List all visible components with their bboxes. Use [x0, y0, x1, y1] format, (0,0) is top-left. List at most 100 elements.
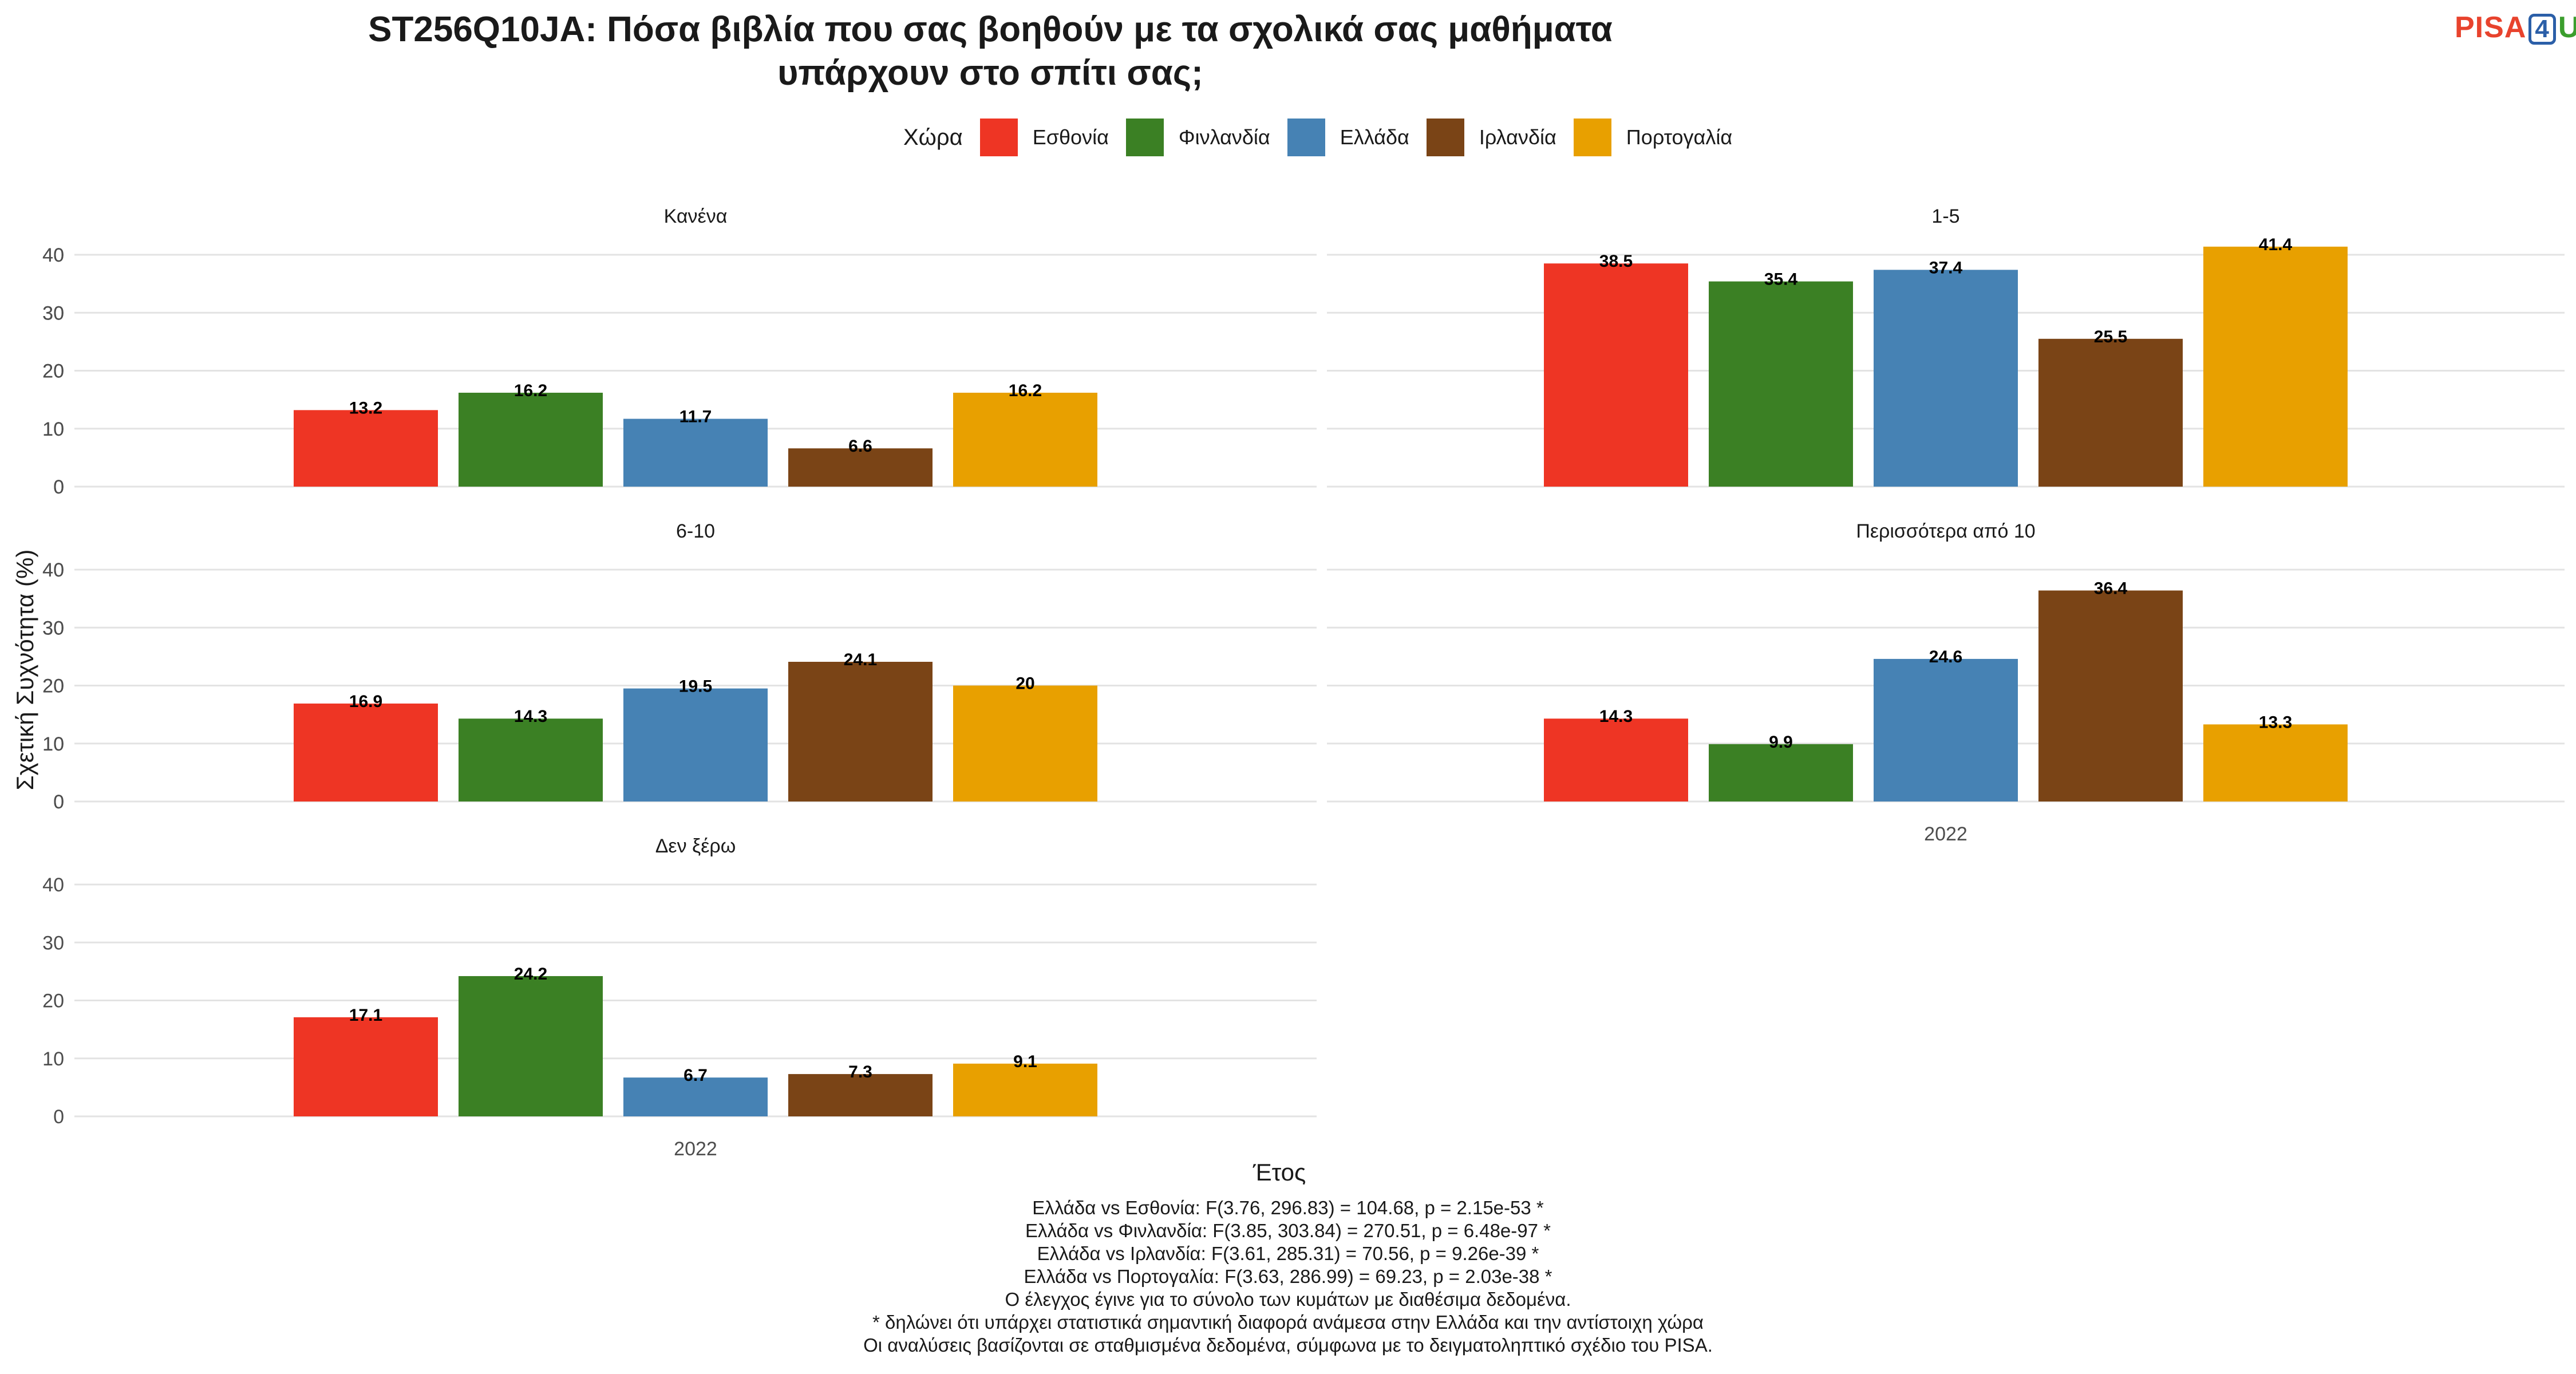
- bar: [623, 418, 768, 487]
- y-tick-label: 10: [42, 733, 64, 755]
- legend-item-finland: Φινλανδία: [1125, 119, 1270, 156]
- bar: [623, 688, 768, 802]
- bar-value-label: 14.3: [1599, 707, 1633, 726]
- bar-value-label: 41.4: [2259, 235, 2293, 254]
- bar: [1544, 718, 1688, 802]
- bar: [953, 1063, 1097, 1116]
- y-tick-label: 0: [53, 1106, 64, 1128]
- bar: [2038, 590, 2183, 802]
- y-tick-label: 0: [53, 791, 64, 813]
- y-tick-label: 40: [42, 244, 64, 266]
- y-tick-label: 30: [42, 302, 64, 324]
- legend-key-estonia: [979, 119, 1018, 156]
- bar-value-label: 9.1: [1013, 1052, 1037, 1071]
- y-tick-label: 10: [42, 418, 64, 440]
- legend-key-ireland: [1426, 119, 1464, 156]
- y-tick-label: 40: [42, 874, 64, 896]
- note-line: Ελλάδα vs Φινλανδία: F(3.85, 303.84) = 2…: [1025, 1220, 1551, 1241]
- y-tick-label: 20: [42, 990, 64, 1012]
- bar: [294, 703, 438, 802]
- bar: [459, 392, 603, 487]
- legend-item-ireland: Ιρλανδία: [1426, 119, 1556, 156]
- bar-value-label: 17.1: [349, 1006, 382, 1025]
- y-tick-label: 20: [42, 676, 64, 697]
- bar: [1544, 263, 1688, 487]
- bar-value-label: 6.6: [848, 437, 872, 456]
- legend-item-greece: Ελλάδα: [1287, 119, 1409, 156]
- y-tick-label: 10: [42, 733, 64, 755]
- x-tick-label: 2022: [1924, 823, 1967, 845]
- y-tick-label: 20: [42, 676, 64, 697]
- bar: [953, 685, 1097, 802]
- facet-label: 6-10: [676, 520, 715, 542]
- bar: [788, 661, 933, 802]
- bar-value-label: 9.9: [1769, 733, 1793, 752]
- chart-title: ST256Q10JA: Πόσα βιβλία που σας βοηθούν …: [0, 8, 1981, 95]
- bar: [459, 718, 603, 802]
- y-tick-label: 30: [42, 617, 64, 639]
- bar-value-label: 20: [1016, 674, 1034, 693]
- y-tick-label: 20: [42, 361, 64, 382]
- bar: [788, 1074, 933, 1116]
- chart-title-line-1: ST256Q10JA: Πόσα βιβλία που σας βοηθούν …: [368, 10, 1613, 49]
- bar-value-label: 11.7: [679, 408, 712, 427]
- legend-label-portugal: Πορτογαλία: [1626, 125, 1733, 149]
- bar-value-label: 16.2: [1009, 381, 1042, 400]
- bar: [2038, 338, 2183, 487]
- y-tick-label: 30: [42, 932, 64, 954]
- legend-label-finland: Φινλανδία: [1178, 125, 1270, 149]
- bar: [294, 1017, 438, 1116]
- legend: Χώρα Εσθονία Φινλανδία Ελλάδα Ιρλανδία Π…: [903, 117, 1749, 157]
- y-tick-label: 20: [42, 361, 64, 382]
- y-tick-label: 10: [42, 418, 64, 440]
- note-line: Ελλάδα vs Εσθονία: F(3.76, 296.83) = 104…: [1032, 1197, 1544, 1218]
- bar: [953, 392, 1097, 487]
- legend-label-ireland: Ιρλανδία: [1479, 125, 1556, 149]
- note-line: Ελλάδα vs Πορτογαλία: F(3.63, 286.99) = …: [1024, 1266, 1552, 1287]
- bar: [1709, 281, 1853, 487]
- y-tick-label: 30: [42, 302, 64, 324]
- bar: [1709, 744, 1853, 802]
- y-tick-label: 40: [42, 559, 64, 581]
- logo-text-4: 4: [2528, 14, 2556, 45]
- y-tick-label: 30: [42, 617, 64, 639]
- bar-value-label: 25.5: [2094, 327, 2127, 346]
- y-tick-label: 40: [42, 559, 64, 581]
- x-tick-label: 2022: [674, 1138, 717, 1160]
- bar: [2203, 724, 2348, 802]
- bar: [788, 448, 933, 487]
- legend-label-greece: Ελλάδα: [1340, 125, 1409, 149]
- note-line: Ελλάδα vs Ιρλανδία: F(3.61, 285.31) = 70…: [1037, 1243, 1539, 1264]
- legend-item-estonia: Εσθονία: [979, 119, 1109, 156]
- bar-value-label: 37.4: [1929, 258, 1963, 277]
- bar-value-label: 35.4: [1764, 270, 1798, 289]
- note-line: Ο έλεγχος έγινε για το σύνολο των κυμάτω…: [1005, 1289, 1571, 1310]
- bar-value-label: 24.6: [1929, 647, 1962, 666]
- legend-title: Χώρα: [903, 124, 963, 150]
- note-line: Οι αναλύσεις βασίζονται σε σταθμισμένα δ…: [863, 1334, 1713, 1356]
- logo-text-u: U: [2558, 11, 2576, 44]
- y-tick-label: 0: [53, 476, 64, 498]
- bar: [459, 976, 603, 1116]
- y-tick-label: 10: [42, 1048, 64, 1070]
- legend-item-portugal: Πορτογαλία: [1573, 119, 1733, 156]
- bar: [623, 1077, 768, 1116]
- bar-value-label: 19.5: [679, 677, 712, 696]
- note-line: * δηλώνει ότι υπάρχει στατιστικά σημαντι…: [872, 1312, 1704, 1333]
- logo-text-pisa: PISA: [2455, 11, 2527, 44]
- y-tick-label: 0: [53, 476, 64, 498]
- statistical-notes: Ελλάδα vs Εσθονία: F(3.76, 296.83) = 104…: [458, 1197, 2118, 1357]
- bar: [2203, 246, 2348, 487]
- pisa4u-logo: PISA 4 U: [2455, 10, 2576, 45]
- y-axis-title: Σχετική Συχνότητα (%): [11, 550, 38, 791]
- legend-label-estonia: Εσθονία: [1032, 125, 1109, 149]
- bar-value-label: 16.9: [349, 692, 382, 711]
- y-tick-label: 0: [53, 791, 64, 813]
- bar-value-label: 38.5: [1599, 252, 1633, 271]
- y-tick-label: 40: [42, 244, 64, 266]
- x-axis-title: Έτος: [1253, 1159, 1306, 1186]
- bar-value-label: 13.2: [349, 398, 382, 417]
- chart-title-line-2: υπάρχουν στο σπίτι σας;: [777, 53, 1203, 93]
- bar: [294, 410, 438, 487]
